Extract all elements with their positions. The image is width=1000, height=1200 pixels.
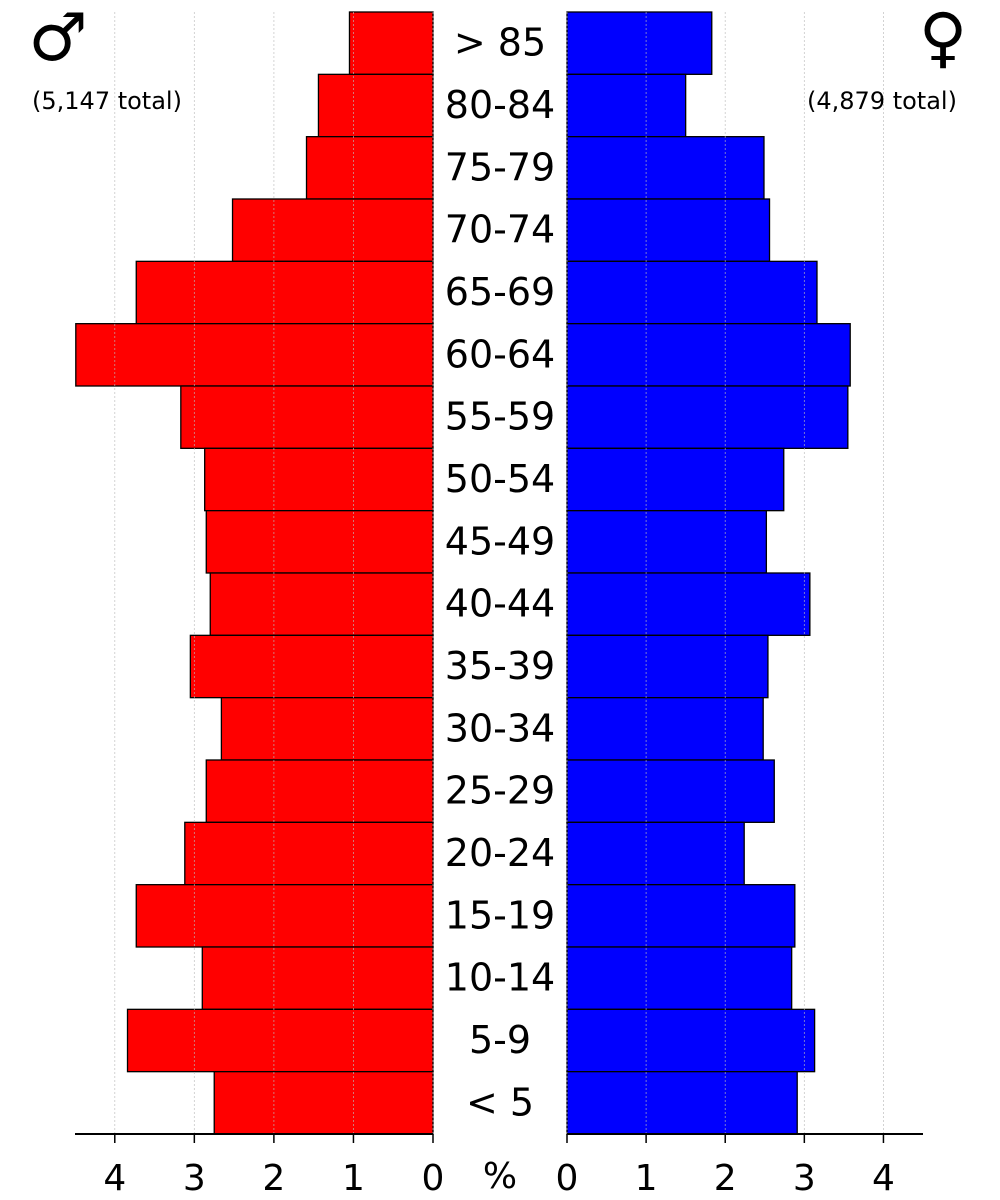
bar (566, 510, 768, 574)
bar (566, 572, 811, 636)
bar (220, 697, 434, 761)
x-tick-label: 1 (342, 1158, 365, 1199)
bar (566, 634, 769, 699)
unit-label: % (483, 1156, 517, 1197)
bar (209, 572, 434, 636)
bar (135, 260, 434, 325)
bar (205, 759, 434, 823)
category-label: 70-74 (445, 208, 555, 252)
category-label: 10-14 (445, 956, 555, 1000)
bar (566, 73, 687, 138)
category-label: 75-79 (445, 145, 555, 189)
category-label: 60-64 (445, 332, 555, 376)
category-label: 65-69 (445, 270, 555, 314)
category-label: 80-84 (445, 83, 555, 127)
bar (231, 198, 434, 262)
bar (348, 11, 434, 75)
category-label: < 5 (466, 1080, 534, 1124)
bar (184, 821, 434, 886)
male-symbol: ♂ (28, 0, 87, 76)
bar (75, 323, 434, 387)
bar (566, 447, 785, 512)
x-tick-label: 0 (422, 1158, 445, 1199)
bar (566, 1008, 816, 1073)
bar (566, 759, 775, 823)
x-tick-label: 1 (635, 1158, 658, 1199)
bar (204, 447, 434, 512)
bar (180, 385, 434, 449)
male-total: (5,147 total) (32, 87, 182, 115)
category-label: 20-24 (445, 831, 555, 875)
x-tick-label: 3 (793, 1158, 816, 1199)
x-tick-label: 4 (103, 1158, 126, 1199)
bar (205, 510, 434, 574)
bar (213, 1071, 434, 1135)
x-tick-label: 2 (262, 1158, 285, 1199)
bar (566, 260, 818, 325)
female-symbol: ♀ (919, 0, 967, 76)
bar (317, 73, 434, 138)
x-tick-label: 4 (872, 1158, 895, 1199)
category-label: 45-49 (445, 519, 555, 563)
bar (566, 136, 765, 200)
bar (189, 634, 434, 699)
bar (305, 136, 434, 200)
category-label: 35-39 (445, 644, 555, 688)
category-label: 40-44 (445, 582, 555, 626)
bar (135, 884, 434, 948)
bar (566, 1071, 798, 1135)
bar (126, 1008, 434, 1073)
category-label: 25-29 (445, 769, 555, 813)
category-label: 50-54 (445, 457, 555, 501)
x-tick-label: 0 (556, 1158, 579, 1199)
x-tick-label: 3 (183, 1158, 206, 1199)
bar (201, 946, 434, 1010)
bar (566, 198, 771, 262)
category-label: 5-9 (469, 1018, 531, 1062)
category-label: 15-19 (445, 893, 555, 937)
bar (566, 323, 851, 387)
bar (566, 821, 745, 886)
category-label: 30-34 (445, 706, 555, 750)
category-label: > 85 (454, 21, 546, 65)
bar (566, 697, 764, 761)
bar (566, 11, 713, 75)
bar (566, 946, 793, 1010)
bar (566, 385, 849, 449)
category-label: 55-59 (445, 395, 555, 439)
bar (566, 884, 796, 948)
female-total: (4,879 total) (807, 87, 957, 115)
x-tick-label: 2 (714, 1158, 737, 1199)
